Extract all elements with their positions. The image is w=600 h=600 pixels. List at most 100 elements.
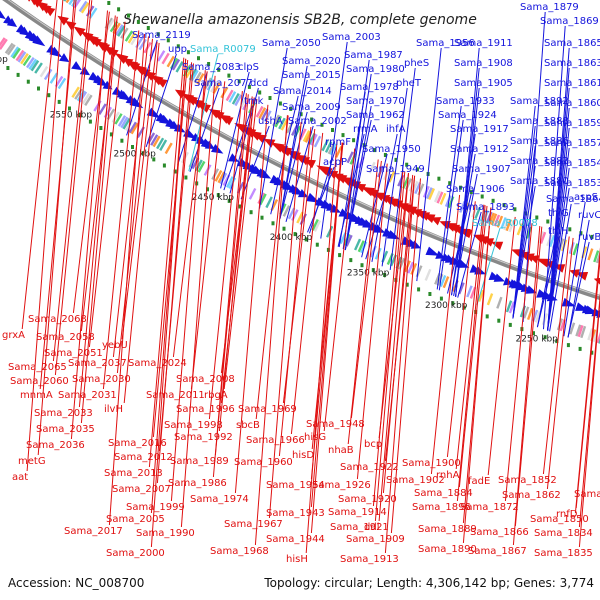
label-leader-line	[121, 41, 158, 340]
track-marker	[451, 301, 455, 306]
cog-bar	[214, 170, 223, 182]
reverse-gene-label: sbcB	[236, 420, 260, 431]
label-leader-line	[37, 0, 75, 456]
cog-bar	[575, 324, 582, 337]
label-leader-line	[522, 11, 546, 323]
track-marker	[405, 162, 409, 167]
label-leader-line	[279, 79, 308, 219]
reverse-gene-label: bcp	[364, 439, 382, 450]
label-leader-line	[542, 236, 570, 475]
reverse-gene-label: Sama_1990	[136, 528, 195, 539]
reverse-gene-label: Sama_2035	[36, 424, 95, 435]
label-leader-line	[218, 96, 253, 432]
forward-gene-label: Sama_1956	[416, 38, 475, 49]
cog-bar	[546, 234, 553, 247]
cog-bar	[106, 18, 115, 31]
cog-bar	[466, 285, 473, 298]
gene-arrow	[173, 123, 186, 133]
cog-bar	[580, 325, 587, 339]
cog-bar	[548, 234, 556, 248]
cog-bar	[225, 89, 234, 102]
label-leader-line	[455, 87, 480, 297]
track-marker	[227, 198, 231, 203]
gene-arrow	[118, 91, 131, 101]
forward-gene-label: Sama_2002	[288, 116, 347, 127]
reverse-gene-label: Sama_1921	[330, 522, 389, 533]
label-leader-line	[567, 241, 590, 338]
track-marker	[197, 56, 200, 61]
reverse-gene-label: fadE	[468, 476, 490, 487]
cog-bar	[4, 42, 14, 54]
gene-arrow	[297, 189, 309, 198]
track-marker	[26, 79, 30, 84]
label-leader-line	[180, 75, 216, 528]
reverse-gene-label: metG	[18, 456, 46, 467]
track-marker	[16, 72, 20, 77]
track-marker	[310, 117, 314, 122]
reverse-gene-label: Sama_2033	[34, 408, 93, 419]
cog-bar	[302, 130, 311, 142]
forward-gene-label: Sama_1933	[436, 96, 495, 107]
forward-gene-label: ihfA	[386, 124, 406, 135]
label-leader-line	[150, 58, 187, 548]
cog-bar	[490, 213, 498, 226]
label-leader-line	[156, 62, 193, 484]
gene-arrow	[525, 285, 538, 294]
forward-gene-label: pheT	[396, 78, 422, 89]
track-marker	[497, 318, 501, 323]
reverse-gene-label: Sama_2036	[26, 440, 85, 451]
forward-gene-label: Sama_2083	[182, 62, 241, 73]
gene-arrow	[422, 213, 436, 223]
map-title: Shewanella amazonensis SB2B, complete ge…	[123, 12, 477, 28]
track-marker	[268, 96, 272, 100]
cog-bar	[120, 116, 129, 129]
label-leader-line	[416, 47, 442, 282]
cog-bar	[39, 65, 49, 78]
track-marker	[439, 296, 443, 301]
cog-bar	[559, 319, 566, 332]
cog-bar	[593, 250, 600, 263]
gene-arrow	[373, 192, 386, 202]
forward-gene-label: Sama_2015	[282, 70, 341, 81]
reverse-gene-label: Sama_1850	[530, 514, 589, 525]
gene-arrow	[44, 6, 56, 17]
forward-gene-label: aspS	[574, 192, 598, 203]
forward-gene-label: Sama_1860	[544, 98, 600, 109]
track-marker	[304, 237, 308, 242]
reverse-gene-label: rnfD	[556, 509, 578, 520]
reverse-gene-label: Sama_1960	[234, 457, 293, 468]
cog-bar	[258, 107, 267, 119]
label-leader-line	[208, 91, 243, 420]
kbp-tick-label: 2600 kbp	[0, 55, 8, 65]
track-marker	[227, 73, 231, 78]
track-marker	[535, 215, 539, 220]
track-marker	[282, 226, 286, 231]
label-leader-line	[123, 42, 160, 404]
track-marker	[428, 292, 432, 296]
gene-arrow	[263, 138, 276, 148]
track-marker	[485, 314, 489, 319]
gene-arrow	[443, 223, 457, 232]
reverse-gene-label: Sama_1872	[460, 502, 519, 513]
gene-arrow	[222, 116, 234, 126]
label-leader-line	[26, 0, 64, 472]
track-marker	[216, 193, 220, 198]
label-leader-line	[512, 225, 541, 546]
track-marker	[78, 113, 82, 118]
gene-arrow	[128, 61, 141, 72]
reverse-gene-label: Sama_2058	[36, 332, 95, 343]
track-marker	[162, 163, 166, 168]
forward-gene-label: Sama_1892	[510, 96, 569, 107]
label-leader-line	[536, 217, 560, 328]
forward-gene-label: Sama_1883	[510, 156, 569, 167]
gene-arrow	[57, 15, 69, 26]
track-marker	[249, 210, 253, 215]
label-leader-line	[320, 41, 348, 239]
cog-bar	[159, 139, 168, 151]
label-leader-line	[305, 139, 338, 554]
gene-arrow	[435, 250, 446, 259]
cog-bar	[128, 121, 137, 134]
cog-bar	[117, 25, 126, 37]
label-leader-line	[512, 165, 536, 319]
